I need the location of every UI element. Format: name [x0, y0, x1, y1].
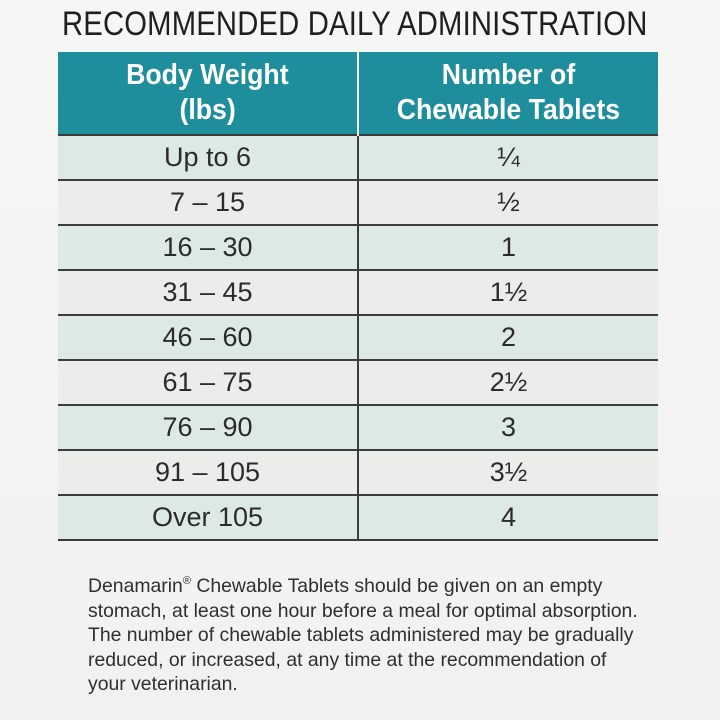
body-weight-cell: 7 – 15	[58, 179, 359, 225]
table-row: 31 – 45 1½	[58, 269, 658, 315]
administration-note: Denamarin® Chewable Tablets should be gi…	[88, 574, 648, 697]
body-weight-cell: Up to 6	[58, 134, 359, 180]
table-row: 7 – 15 ½	[58, 179, 658, 225]
brand-name: Denamarin	[88, 575, 183, 597]
registered-mark: ®	[182, 575, 191, 587]
tablet-count-cell: 1	[358, 224, 658, 270]
body-weight-cell: 31 – 45	[58, 269, 359, 315]
table-row: 16 – 30 1	[58, 224, 658, 270]
table-row: 76 – 90 3	[58, 404, 658, 450]
column-header-body-weight: Body Weight (lbs)	[58, 52, 359, 135]
tablet-count-cell: 2½	[358, 359, 658, 405]
table-row: 61 – 75 2½	[58, 359, 658, 405]
table-row: 46 – 60 2	[58, 314, 658, 360]
body-weight-cell: Over 105	[58, 494, 359, 541]
page-title: RECOMMENDED DAILY ADMINISTRATION	[62, 5, 648, 43]
table-header-row: Body Weight (lbs) Number of Chewable Tab…	[58, 52, 658, 135]
column-header-line: Chewable Tablets	[396, 94, 621, 126]
column-header-tablets: Number of Chewable Tablets	[358, 52, 658, 135]
column-header-line: Body Weight	[126, 59, 289, 91]
tablet-count-cell: 3	[358, 404, 658, 450]
tablet-count-cell: 2	[358, 314, 658, 360]
body-weight-cell: 46 – 60	[58, 314, 359, 360]
table-row: Over 105 4	[58, 494, 658, 541]
body-weight-cell: 91 – 105	[58, 449, 359, 495]
tablet-count-cell: 4	[358, 494, 658, 541]
tablet-count-cell: 1½	[358, 269, 658, 315]
column-header-line: Number of	[441, 59, 576, 91]
note-text: Chewable Tablets should be given on an e…	[88, 575, 638, 696]
tablet-count-cell: 3½	[358, 449, 658, 495]
tablet-count-cell: ¼	[358, 134, 658, 180]
table-row: 91 – 105 3½	[58, 449, 658, 495]
tablet-count-cell: ½	[358, 179, 658, 225]
column-header-line: (lbs)	[179, 94, 236, 126]
body-weight-cell: 61 – 75	[58, 359, 359, 405]
body-weight-cell: 16 – 30	[58, 224, 359, 270]
dosage-table: Body Weight (lbs) Number of Chewable Tab…	[58, 52, 658, 541]
body-weight-cell: 76 – 90	[58, 404, 359, 450]
